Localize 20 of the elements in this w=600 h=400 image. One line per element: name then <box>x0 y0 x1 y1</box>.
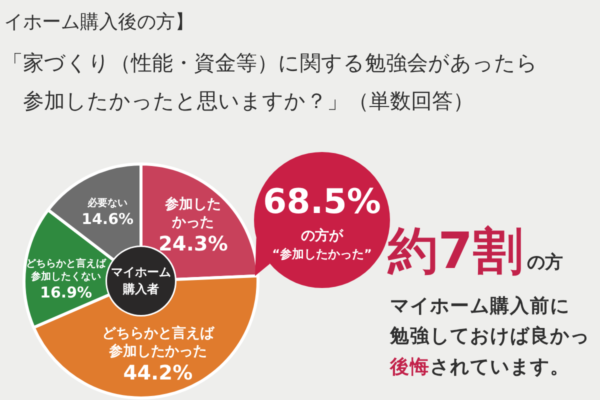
chart-title: イホーム購入後の方】 <box>4 10 194 35</box>
text: されています。 <box>430 356 570 378</box>
text: 後悔 <box>390 356 430 378</box>
slice-label: 必要ない <box>88 197 128 210</box>
text: の方が <box>300 227 344 245</box>
slice-label: どちらかと言えば参加したくない <box>26 257 106 284</box>
text: マイホーム購入者 <box>111 264 171 298</box>
data-label: 14.6% <box>82 210 134 230</box>
data-label: 24.3% <box>158 232 228 257</box>
text: 68.5% <box>262 182 382 222</box>
data-label: 44.2% <box>122 360 194 386</box>
text: マイホーム購入前に <box>390 295 570 317</box>
data-label: 16.9% <box>39 283 94 302</box>
slice-label: 参加したかった <box>165 196 222 232</box>
text: 勉強しておけば良かっ <box>390 325 590 347</box>
text: 約7割 <box>388 222 523 280</box>
text: の方 <box>526 252 563 273</box>
text: “参加したかった” <box>271 246 373 262</box>
slice-label: どちらかと言えば参加したかった <box>102 324 214 360</box>
chart-subtitle: 「家づくり（性能・資金等）に関する勉強会があったら参加したかったと思いますか？」（単数回答） <box>2 50 538 115</box>
